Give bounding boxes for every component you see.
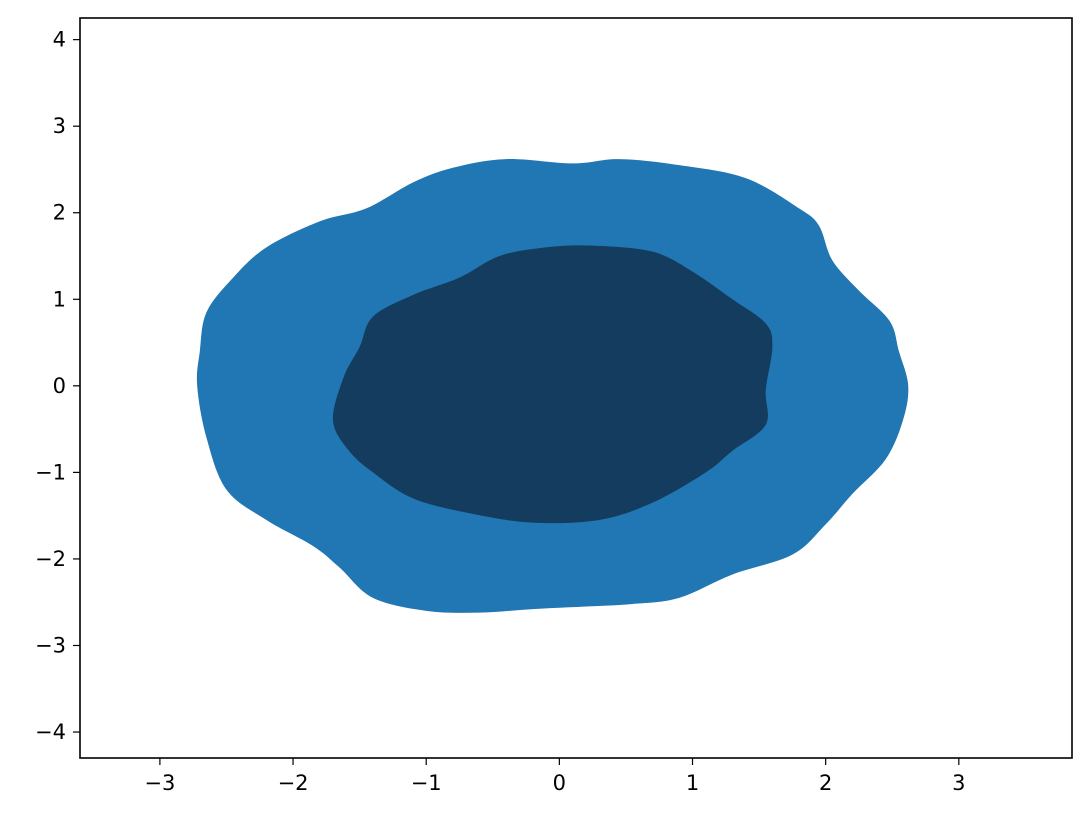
- y-tick-label: 0: [53, 374, 66, 398]
- x-tick-label: −1: [411, 771, 442, 795]
- y-tick-label: 4: [53, 28, 66, 52]
- y-tick-label: −2: [35, 547, 66, 571]
- contour-region-inner: [332, 245, 773, 524]
- y-tick-label: −3: [35, 633, 66, 657]
- x-tick-label: −2: [278, 771, 309, 795]
- y-tick-label: −1: [35, 460, 66, 484]
- contour-fills: [196, 159, 909, 613]
- x-tick-label: 2: [819, 771, 832, 795]
- plot-frame: [79, 17, 1073, 759]
- y-tick-label: 2: [53, 201, 66, 225]
- x-axis-ticks: −3 −2 −1 0 1 2 3: [144, 758, 966, 795]
- x-tick-label: 0: [553, 771, 566, 795]
- x-tick-label: 1: [686, 771, 699, 795]
- y-tick-label: 1: [53, 287, 66, 311]
- y-tick-label: −4: [35, 720, 66, 744]
- y-tick-label: 3: [53, 114, 66, 138]
- y-axis-ticks: −4 −3 −2 −1 0 1 2 3 4: [35, 28, 80, 744]
- x-tick-label: 3: [952, 771, 965, 795]
- x-tick-label: −3: [144, 771, 175, 795]
